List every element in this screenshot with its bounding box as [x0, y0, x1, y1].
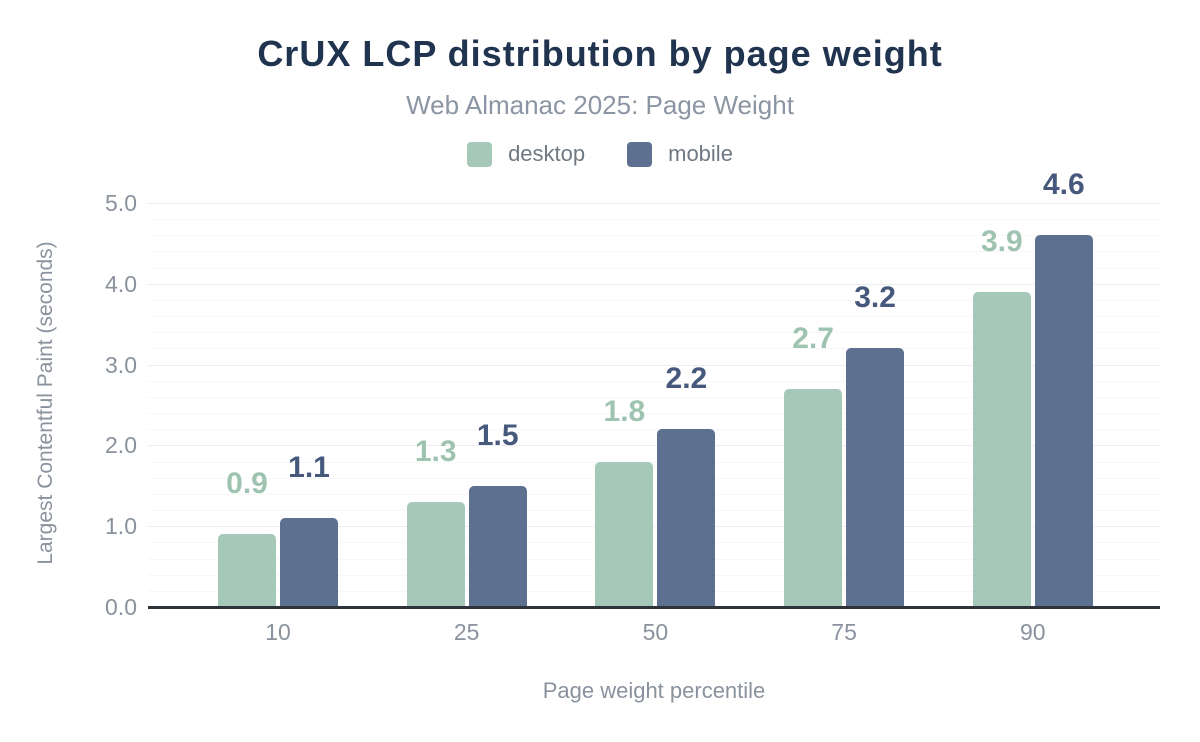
y-tick-label-4.0: 4.0	[105, 270, 137, 297]
desktop-series-swatch	[467, 141, 493, 167]
bar-value-label-mobile-10: 1.1	[288, 451, 330, 485]
bar-value-label-mobile-75: 3.2	[854, 281, 896, 315]
bar-desktop-75[interactable]	[784, 388, 843, 607]
gridline-minor	[148, 396, 1160, 398]
x-axis-line	[148, 605, 1160, 609]
x-tick-label-10: 10	[265, 619, 291, 645]
gridline-major	[148, 203, 1160, 204]
bar-value-label-desktop-25: 1.3	[414, 434, 457, 468]
mobile-series-swatch	[627, 141, 653, 167]
gridline-minor	[148, 542, 1160, 544]
gridline-major	[148, 445, 1160, 447]
gridline-minor	[148, 558, 1160, 560]
x-tick-label-50: 50	[642, 619, 669, 645]
gridline-minor	[148, 267, 1160, 269]
bar-desktop-10[interactable]	[218, 534, 276, 607]
bar-mobile-25[interactable]	[468, 485, 527, 607]
bar-mobile-75[interactable]	[846, 348, 905, 607]
gridline-minor	[148, 477, 1160, 479]
bar-mobile-50[interactable]	[657, 429, 716, 607]
gridline-minor	[148, 413, 1160, 415]
legend-item-mobile[interactable]: mobile	[627, 141, 733, 167]
y-tick-label-5.0: 5.0	[105, 190, 137, 216]
gridline-minor	[148, 590, 1160, 592]
bar-value-label-mobile-90: 4.6	[1042, 168, 1085, 202]
chart-subtitle: Web Almanac 2025: Page Weight	[406, 90, 794, 120]
gridline-major	[148, 283, 1160, 285]
gridline-minor	[148, 510, 1160, 512]
bar-desktop-50[interactable]	[595, 461, 654, 607]
x-tick-label-25: 25	[453, 619, 480, 645]
gridline-minor	[148, 332, 1160, 334]
y-tick-label-3.0: 3.0	[105, 351, 137, 378]
gridline-minor	[148, 461, 1160, 463]
gridline-minor	[148, 251, 1160, 253]
bar-value-label-desktop-90: 3.9	[980, 224, 1023, 258]
bar-mobile-10[interactable]	[280, 518, 338, 607]
gridline-minor	[148, 219, 1160, 221]
gridline-minor	[148, 235, 1160, 237]
y-tick-label-2.0: 2.0	[105, 432, 137, 459]
x-axis-title: Page weight percentile	[542, 678, 766, 703]
legend: desktop mobile	[0, 141, 1200, 167]
x-tick-label-90: 90	[1020, 619, 1046, 645]
bar-value-label-desktop-50: 1.8	[603, 394, 646, 428]
bar-value-label-mobile-50: 2.2	[665, 362, 708, 396]
bar-desktop-90[interactable]	[972, 291, 1031, 607]
gridline-minor	[148, 493, 1160, 495]
gridline-minor	[148, 380, 1160, 382]
y-tick-label-1.0: 1.0	[105, 513, 137, 540]
gridline-minor	[148, 299, 1160, 301]
gridline-minor	[148, 429, 1160, 431]
gridline-major	[148, 526, 1160, 528]
bar-value-label-desktop-75: 2.7	[792, 321, 834, 355]
gridline-minor	[148, 574, 1160, 576]
bar-value-label-desktop-10: 0.9	[226, 467, 268, 501]
chart-title: CrUX LCP distribution by page weight	[257, 33, 943, 74]
x-tick-label-75: 75	[831, 619, 857, 645]
bar-value-label-mobile-25: 1.5	[476, 418, 519, 452]
legend-label-mobile: mobile	[668, 141, 733, 166]
gridline-major	[148, 364, 1160, 366]
legend-label-desktop: desktop	[508, 141, 586, 166]
bar-mobile-90[interactable]	[1034, 235, 1093, 607]
bar-desktop-25[interactable]	[406, 501, 465, 607]
gridline-minor	[148, 316, 1160, 318]
gridline-minor	[148, 348, 1160, 350]
legend-item-desktop[interactable]: desktop	[467, 141, 585, 167]
y-tick-label-0.0: 0.0	[105, 594, 137, 620]
